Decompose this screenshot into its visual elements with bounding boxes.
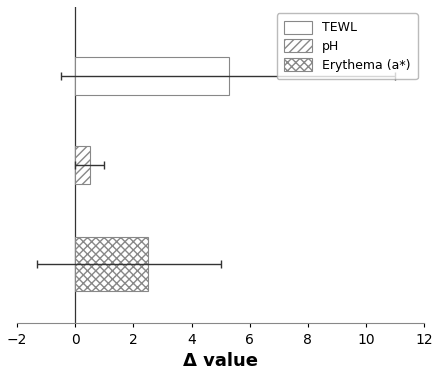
Bar [75,146,90,184]
Bar [75,57,229,95]
Bar [75,237,148,291]
X-axis label: Δ value: Δ value [183,352,258,370]
Legend: TEWL, pH, Erythema (a*): TEWL, pH, Erythema (a*) [277,13,418,79]
